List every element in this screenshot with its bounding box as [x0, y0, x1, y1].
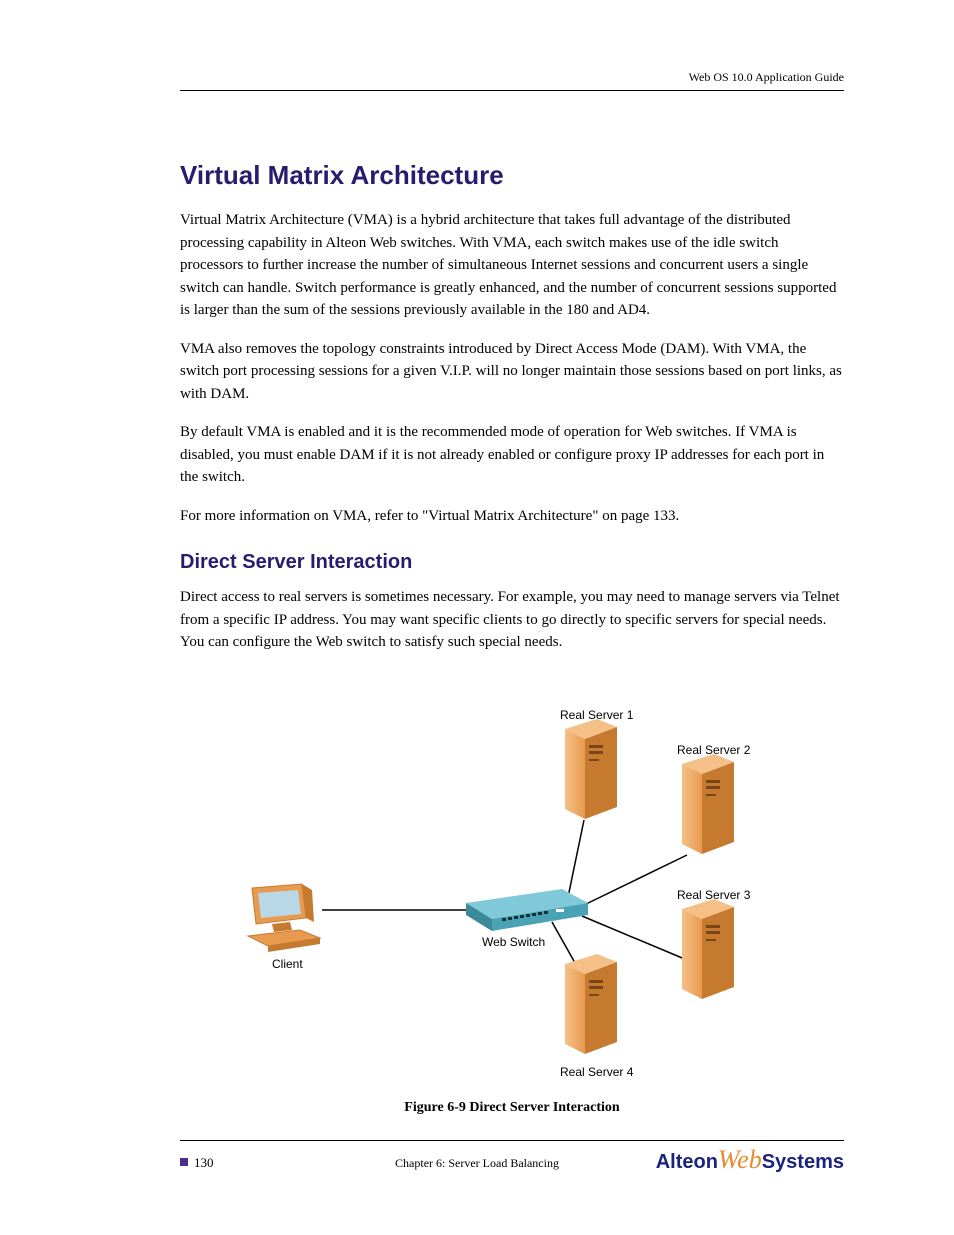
server-icon — [674, 895, 744, 1005]
server-label: Real Server 2 — [677, 743, 750, 757]
server-icon — [557, 950, 627, 1060]
footer: 130 Chapter 6: Server Load Balancing Alt… — [0, 1135, 954, 1175]
server-label: Real Server 1 — [560, 708, 633, 722]
paragraph: For more information on VMA, refer to "V… — [180, 505, 844, 528]
client-label: Client — [272, 957, 303, 971]
running-head: Web OS 10.0 Application Guide — [689, 70, 844, 85]
figure-caption: Figure 6-9 Direct Server Interaction — [180, 1100, 844, 1116]
paragraph: Virtual Matrix Architecture (VMA) is a h… — [180, 209, 844, 322]
paragraph: By default VMA is enabled and it is the … — [180, 421, 844, 489]
figure-caption-prefix: Figure 6-9 — [404, 1100, 469, 1115]
logo-web: Web — [718, 1145, 762, 1174]
server-icon — [674, 750, 744, 860]
footer-logo: AlteonWebSystems — [656, 1145, 844, 1175]
server-icon — [557, 715, 627, 825]
figure: Client Web Switch — [182, 670, 842, 1090]
footer-chapter: Chapter 6: Server Load Balancing — [395, 1156, 559, 1171]
header-rule — [180, 90, 844, 91]
paragraph: VMA also removes the topology constraint… — [180, 338, 844, 406]
paragraph: Direct access to real servers is sometim… — [180, 586, 844, 654]
page-marker-icon — [180, 1158, 188, 1166]
figure-caption-text: Direct Server Interaction — [469, 1100, 619, 1115]
section-title: Virtual Matrix Architecture — [180, 160, 844, 191]
client-icon — [242, 880, 332, 960]
switch-label: Web Switch — [482, 935, 545, 949]
page-number: 130 — [180, 1155, 214, 1171]
server-label: Real Server 4 — [560, 1065, 633, 1079]
switch-icon — [462, 885, 592, 935]
page-number-text: 130 — [194, 1155, 214, 1170]
footer-rule — [180, 1140, 844, 1141]
logo-systems: Systems — [762, 1151, 844, 1173]
subsection-title: Direct Server Interaction — [180, 551, 844, 574]
logo-alteon: Alteon — [656, 1151, 718, 1173]
server-label: Real Server 3 — [677, 888, 750, 902]
